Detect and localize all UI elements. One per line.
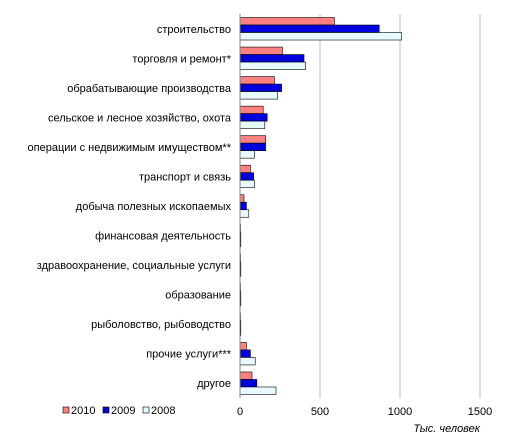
- bar-2009: [239, 142, 266, 151]
- x-tick-label: 1500: [468, 406, 492, 418]
- bar-2010: [239, 342, 247, 351]
- bar-2010: [239, 194, 245, 203]
- legend-swatch: [102, 406, 110, 414]
- legend: 2010 2009 2008: [62, 405, 175, 417]
- bar-2009: [239, 349, 251, 358]
- bars: [239, 17, 402, 395]
- bar-2009: [239, 24, 380, 33]
- bar-2010: [239, 164, 251, 174]
- bar-2008: [239, 357, 256, 366]
- bar-2010: [239, 135, 266, 144]
- category-label: рыболовство, рыбоводство: [91, 319, 231, 331]
- legend-label: 2008: [151, 405, 175, 417]
- bar-2008: [239, 32, 402, 41]
- category-label: другое: [197, 378, 231, 390]
- legend-label: 2010: [71, 405, 95, 417]
- category-label: добыча полезных ископаемых: [76, 201, 232, 213]
- category-label: торговля и ремонт*: [132, 53, 231, 65]
- x-tick-label: 1000: [388, 406, 412, 418]
- category-label: строительство: [157, 24, 231, 36]
- bar-2009: [239, 54, 305, 63]
- bar-2010: [239, 17, 335, 26]
- grid-lines: [319, 14, 481, 398]
- bar-2009: [239, 113, 268, 122]
- bar-2010: [239, 371, 253, 380]
- bar-2008: [239, 209, 250, 218]
- legend-item-2009: 2009: [102, 405, 135, 417]
- bar-2010: [239, 76, 275, 85]
- bar-2009: [239, 379, 258, 388]
- category-label: операции с недвижимым имуществом**: [28, 142, 232, 154]
- legend-swatch: [62, 406, 70, 414]
- x-axis-unit-label: Тыс. человек: [413, 423, 480, 435]
- category-label: прочие услуги***: [146, 349, 232, 361]
- bar-2010: [239, 46, 283, 55]
- category-label: транспорт и связь: [139, 171, 231, 183]
- bar-2009: [239, 172, 254, 181]
- category-label: финансовая деятельность: [95, 231, 231, 243]
- bar-2009: [239, 83, 282, 92]
- legend-item-2010: 2010: [62, 405, 95, 417]
- category-label: обрабатывающие производства: [67, 83, 232, 95]
- category-label: образование: [165, 290, 231, 302]
- x-tick-labels: 0 500 1000 1500: [237, 406, 492, 418]
- bar-2008: [239, 120, 266, 129]
- category-label: сельское и лесное хозяйство, охота: [48, 112, 232, 124]
- category-label: здравоохранение, социальные услуги: [37, 260, 231, 272]
- bar-2008: [239, 386, 277, 395]
- x-tick-label: 500: [311, 406, 329, 418]
- legend-swatch: [142, 406, 150, 414]
- bar-2008: [239, 61, 306, 70]
- bar-2010: [239, 105, 264, 114]
- x-tick-label: 0: [237, 406, 243, 418]
- bar-2008: [239, 91, 278, 100]
- bar-2009: [239, 201, 247, 211]
- legend-item-2008: 2008: [142, 405, 175, 417]
- category-labels: строительство торговля и ремонт* обрабатыв…: [28, 24, 232, 390]
- bar-2008: [239, 179, 255, 189]
- legend-label: 2009: [111, 405, 135, 417]
- bar-2008: [239, 150, 255, 159]
